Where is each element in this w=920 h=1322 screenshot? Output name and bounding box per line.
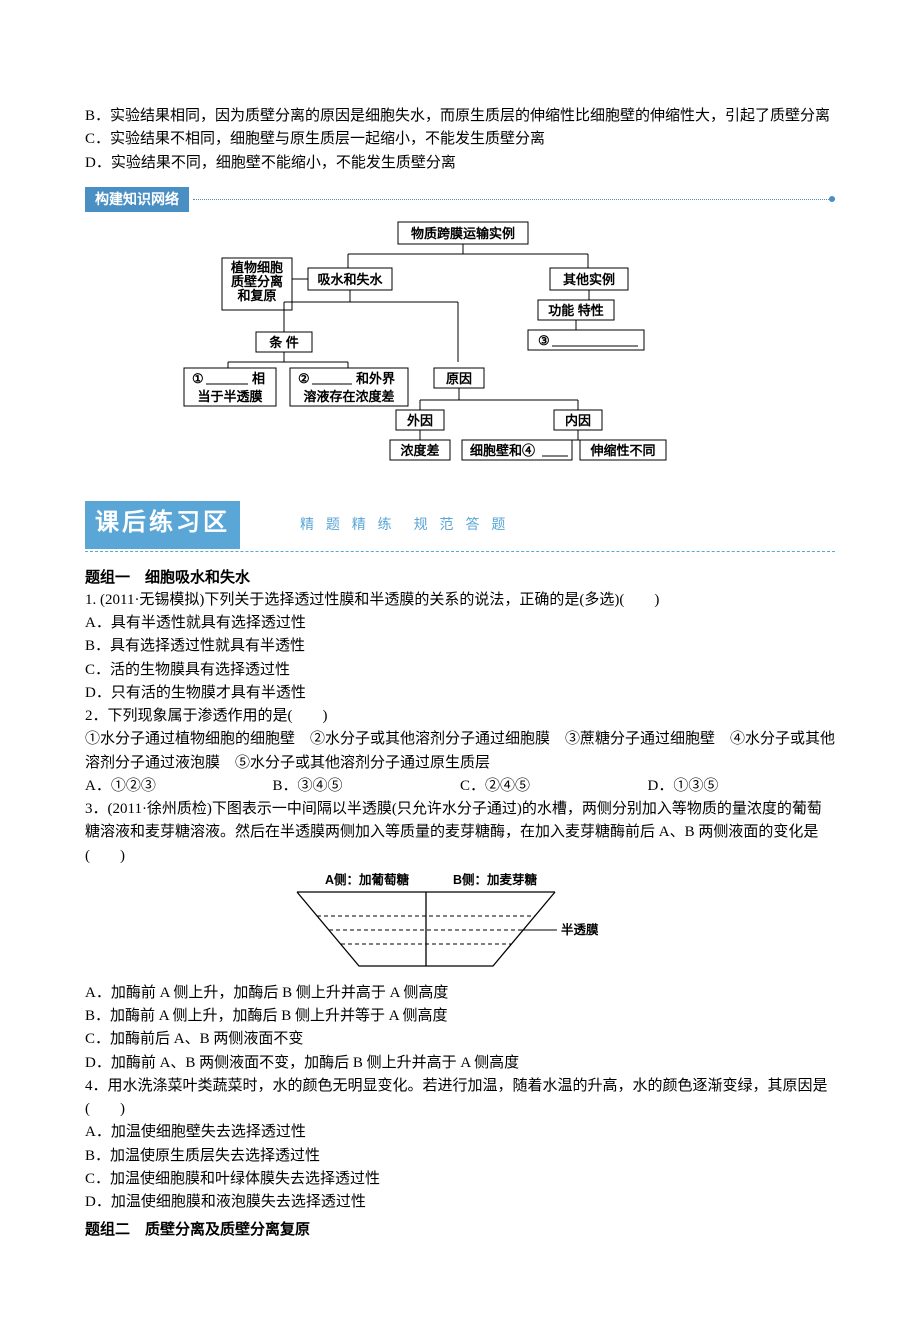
diag-absorb: 吸水和失水 [317,272,383,287]
dotted-rule [193,199,835,200]
q3-A: A．加酶前 A 侧上升，加酶后 B 侧上升并高于 A 侧高度 [85,982,835,1005]
diag-func: 功能 特性 [548,303,604,318]
svg-text:植物细胞: 植物细胞 [230,260,283,275]
q4-A: A．加温使细胞壁失去选择透过性 [85,1121,835,1144]
knowledge-section-header: 构建知识网络 [85,187,835,213]
q3-labelA: A侧：加葡萄糖 [325,872,410,887]
diag-b1r: 相 [252,371,265,386]
practice-banner: 课后练习区 精 题 精 练 规 范 答 题 [85,501,835,551]
diag-int: 内因 [565,413,591,428]
diag-b2r: 和外界 [356,371,395,386]
q2-A: A．①②③ [85,775,273,798]
q4-C: C．加温使细胞膜和叶绿体膜失去选择透过性 [85,1168,835,1191]
knowledge-section-label: 构建知识网络 [85,187,189,213]
diag-b1: ① [192,371,204,386]
q3-C: C．加酶前后 A、B 两侧液面不变 [85,1028,835,1051]
diag-conc: 浓度差 [400,443,439,458]
q2-options-row: A．①②③ B．③④⑤ C．②④⑤ D．①③⑤ [85,775,835,798]
q2-items: ①水分子通过植物细胞的细胞壁 ②水分子或其他溶剂分子通过细胞膜 ③蔗糖分子通过细… [85,728,835,775]
q4-D: D．加温使细胞膜和液泡膜失去选择透过性 [85,1191,835,1214]
diag-wall: 细胞壁和④ [470,443,535,458]
option-B: B．实验结果相同，因为质壁分离的原因是细胞失水，而原生质层的伸缩性比细胞壁的伸缩… [85,105,835,128]
q3-membrane-label: 半透膜 [561,922,599,937]
q2-B: B．③④⑤ [273,775,461,798]
q2-C: C．②④⑤ [460,775,648,798]
q1-D: D．只有活的生物膜才具有半透性 [85,682,835,705]
diag-b2sub: 溶液存在浓度差 [303,389,394,404]
diag-reason: 原因 [446,371,472,386]
q3-B: B．加酶前 A 侧上升，加酶后 B 侧上升并等于 A 侧高度 [85,1005,835,1028]
q4-stem: 4．用水洗涤菜叶类蔬菜时，水的颜色无明显变化。若进行加温，随着水温的升高，水的颜… [85,1075,835,1122]
diag-ext: 外因 [406,413,433,428]
q2-stem: 2．下列现象属于渗透作用的是( ) [85,705,835,728]
practice-subtitle: 精 题 精 练 规 范 答 题 [300,514,509,536]
svg-text:质壁分离: 质壁分离 [231,274,283,289]
q1-A: A．具有半透性就具有选择透过性 [85,612,835,635]
q3-stem: 3．(2011·徐州质检)下图表示一中间隔以半透膜(只允许水分子通过)的水槽，两… [85,798,835,868]
diag-top: 物质跨膜运输实例 [411,226,515,241]
q3-labelB: B侧：加麦芽糖 [453,872,538,887]
diag-stretch: 伸缩性不同 [589,443,655,458]
option-C: C．实验结果不相同，细胞壁与原生质层一起缩小，不能发生质壁分离 [85,128,835,151]
group2-title: 题组二 质壁分离及质壁分离复原 [85,1218,835,1241]
practice-title: 课后练习区 [85,501,240,548]
q2-D: D．①③⑤ [648,775,836,798]
q1-stem: 1. (2011·无锡模拟)下列关于选择透过性膜和半透膜的关系的说法，正确的是(… [85,589,835,612]
diag-b1sub: 当于半透膜 [197,389,262,404]
q1-C: C．活的生物膜具有选择透过性 [85,659,835,682]
q4-B: B．加温使原生质层失去选择透过性 [85,1145,835,1168]
svg-text:和复原: 和复原 [237,288,276,303]
q1-B: B．具有选择透过性就具有半透性 [85,635,835,658]
diag-other: 其他实例 [563,272,615,287]
diag-b2: ② [298,371,310,386]
diag-cond: 条 件 [269,335,299,350]
concept-map-diagram: 物质跨膜运输实例 吸水和失水 其他实例 植物细胞 质壁分离 和复原 功能 特性 … [180,218,740,483]
q3-figure: A侧：加葡萄糖 B侧：加麦芽糖 半透膜 [295,870,625,980]
group1-title: 题组一 细胞吸水和失水 [85,566,835,589]
q3-D: D．加酶前 A、B 两侧液面不变，加酶后 B 侧上升并高于 A 侧高度 [85,1052,835,1075]
diag-b3: ③ [538,333,550,348]
option-D: D．实验结果不同，细胞壁不能缩小，不能发生质壁分离 [85,152,835,175]
